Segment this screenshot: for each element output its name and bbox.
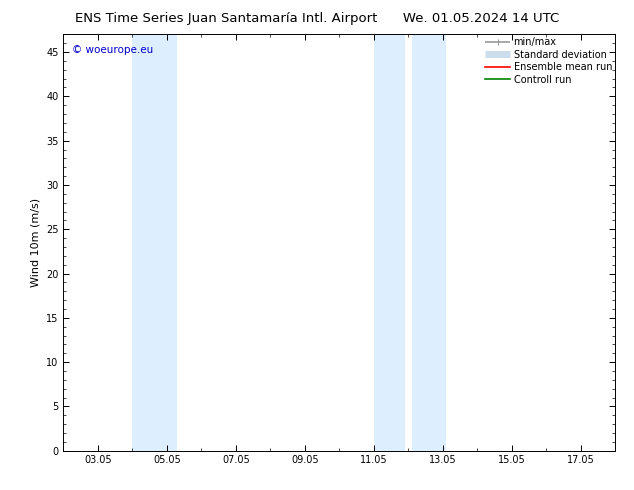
- Text: ENS Time Series Juan Santamaría Intl. Airport      We. 01.05.2024 14 UTC: ENS Time Series Juan Santamaría Intl. Ai…: [75, 12, 559, 25]
- Y-axis label: Wind 10m (m/s): Wind 10m (m/s): [30, 198, 41, 287]
- Bar: [133, 34, 177, 451]
- Bar: [373, 34, 404, 451]
- Bar: [411, 34, 446, 451]
- Text: © woeurope.eu: © woeurope.eu: [72, 45, 153, 55]
- Legend: min/max, Standard deviation, Ensemble mean run, Controll run: min/max, Standard deviation, Ensemble me…: [486, 37, 612, 84]
